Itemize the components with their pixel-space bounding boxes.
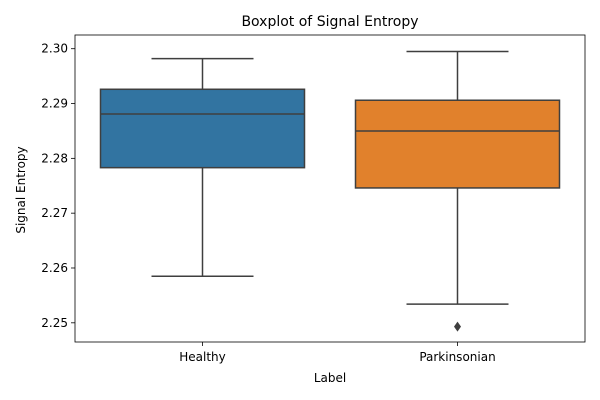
plot-area [99,50,561,332]
x-axis-label: Label [314,371,346,385]
box-parkinsonian [354,50,561,332]
x-tick-label: Healthy [179,350,226,364]
chart-title: Boxplot of Signal Entropy [241,14,418,30]
y-tick-label: 2.26 [41,261,68,275]
y-tick-label: 2.28 [41,151,68,165]
y-tick-label: 2.30 [41,42,68,56]
iqr-box-healthy [99,88,306,169]
y-tick-label: 2.29 [41,97,68,111]
y-axis-label: Signal Entropy [14,146,28,233]
axes: 2.25 2.26 2.27 2.28 2.29 2.30 Healthy Parkinson… [41,34,586,364]
y-tick-label: 2.27 [41,206,68,220]
outlier-parkinsonian-0 [454,321,461,332]
y-tick-label: 2.25 [41,316,68,330]
x-tick-label: Parkinsonian [419,350,495,364]
iqr-box-parkinsonian [354,99,561,189]
plot-frame [74,34,586,343]
box-healthy [99,57,306,277]
